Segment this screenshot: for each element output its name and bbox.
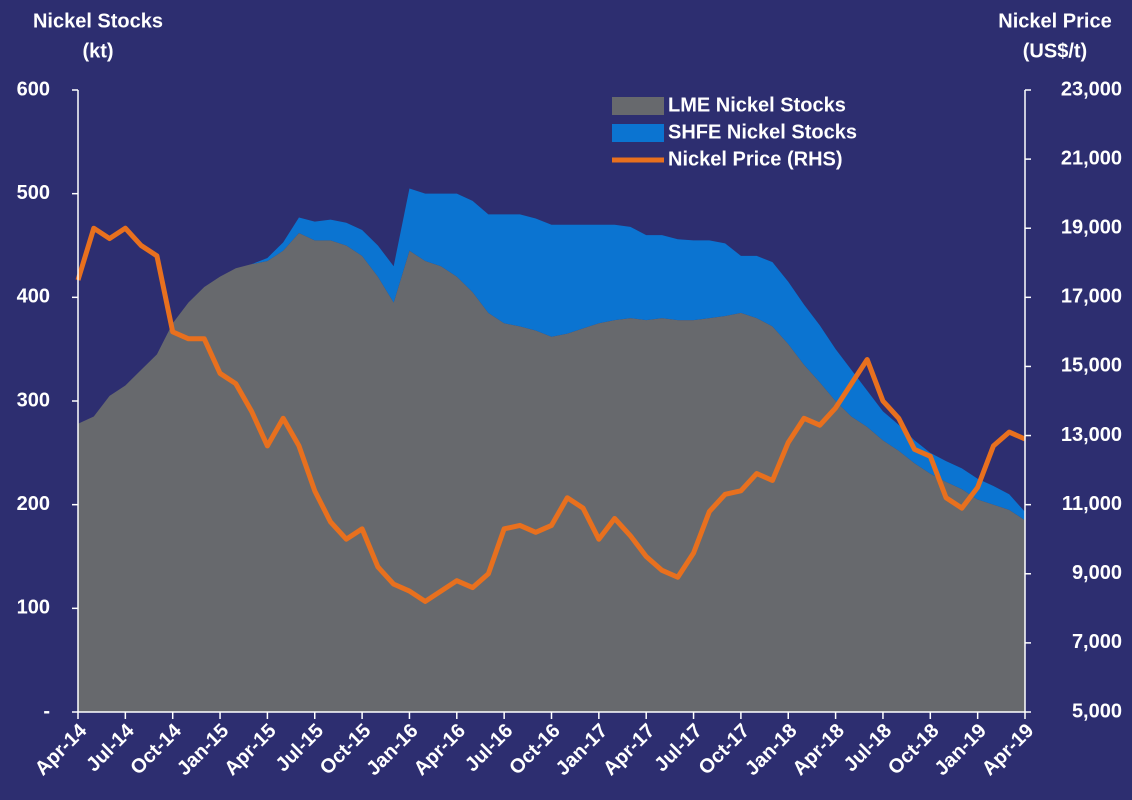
y-tick-label: 600 bbox=[17, 78, 50, 100]
y2-axis-title: (US$/t) bbox=[1023, 40, 1087, 62]
y-tick-label: 300 bbox=[17, 389, 50, 411]
x-tick-label: Oct-18 bbox=[884, 720, 944, 780]
y2-tick-label: 7,000 bbox=[1072, 631, 1122, 653]
y2-tick-label: 19,000 bbox=[1061, 217, 1122, 239]
area bbox=[78, 188, 1025, 521]
y-tick-label: 200 bbox=[17, 493, 50, 515]
x-tick-label: Apr-15 bbox=[220, 720, 280, 780]
x-tick-label: Oct-16 bbox=[505, 720, 565, 780]
y2-tick-label: 5,000 bbox=[1072, 700, 1122, 722]
x-tick-label: Oct-15 bbox=[316, 720, 376, 780]
line bbox=[75, 225, 1027, 604]
x-tick-label: Apr-16 bbox=[410, 720, 470, 780]
legend-swatch bbox=[612, 97, 664, 115]
y2-axis-title: Nickel Price bbox=[998, 10, 1111, 32]
x-tick-label: Jan-18 bbox=[741, 720, 801, 780]
y-tick-label: - bbox=[43, 700, 50, 722]
x-tick-label: Jan-17 bbox=[552, 720, 612, 780]
y2-tick-label: 17,000 bbox=[1061, 286, 1122, 308]
y2-tick-label: 9,000 bbox=[1072, 562, 1122, 584]
x-tick-label: Oct-17 bbox=[695, 720, 755, 780]
legend-label: Nickel Price (RHS) bbox=[668, 148, 843, 170]
legend-swatch bbox=[612, 124, 664, 142]
x-tick-label: Jan-16 bbox=[362, 720, 422, 780]
y-axis-title: Nickel Stocks bbox=[33, 10, 163, 32]
y2-tick-label: 13,000 bbox=[1061, 424, 1122, 446]
x-tick-label: Jan-15 bbox=[173, 720, 233, 780]
x-tick-label: Jan-19 bbox=[931, 720, 991, 780]
y-tick-label: 500 bbox=[17, 182, 50, 204]
y-tick-label: 400 bbox=[17, 286, 50, 308]
y-tick-label: 100 bbox=[17, 597, 50, 619]
legend-label: SHFE Nickel Stocks bbox=[668, 121, 857, 143]
x-tick-label: Apr-14 bbox=[31, 719, 92, 780]
x-tick-label: Apr-18 bbox=[789, 720, 849, 780]
y-axis-title: (kt) bbox=[82, 40, 113, 62]
y2-tick-label: 11,000 bbox=[1062, 493, 1122, 515]
x-tick-label: Apr-17 bbox=[599, 720, 659, 780]
y2-tick-label: 15,000 bbox=[1061, 355, 1122, 377]
x-tick-label: Apr-19 bbox=[978, 720, 1038, 780]
y2-tick-label: 23,000 bbox=[1061, 78, 1122, 100]
legend-label: LME Nickel Stocks bbox=[668, 94, 846, 116]
area bbox=[78, 233, 1025, 712]
y2-tick-label: 21,000 bbox=[1061, 147, 1122, 169]
